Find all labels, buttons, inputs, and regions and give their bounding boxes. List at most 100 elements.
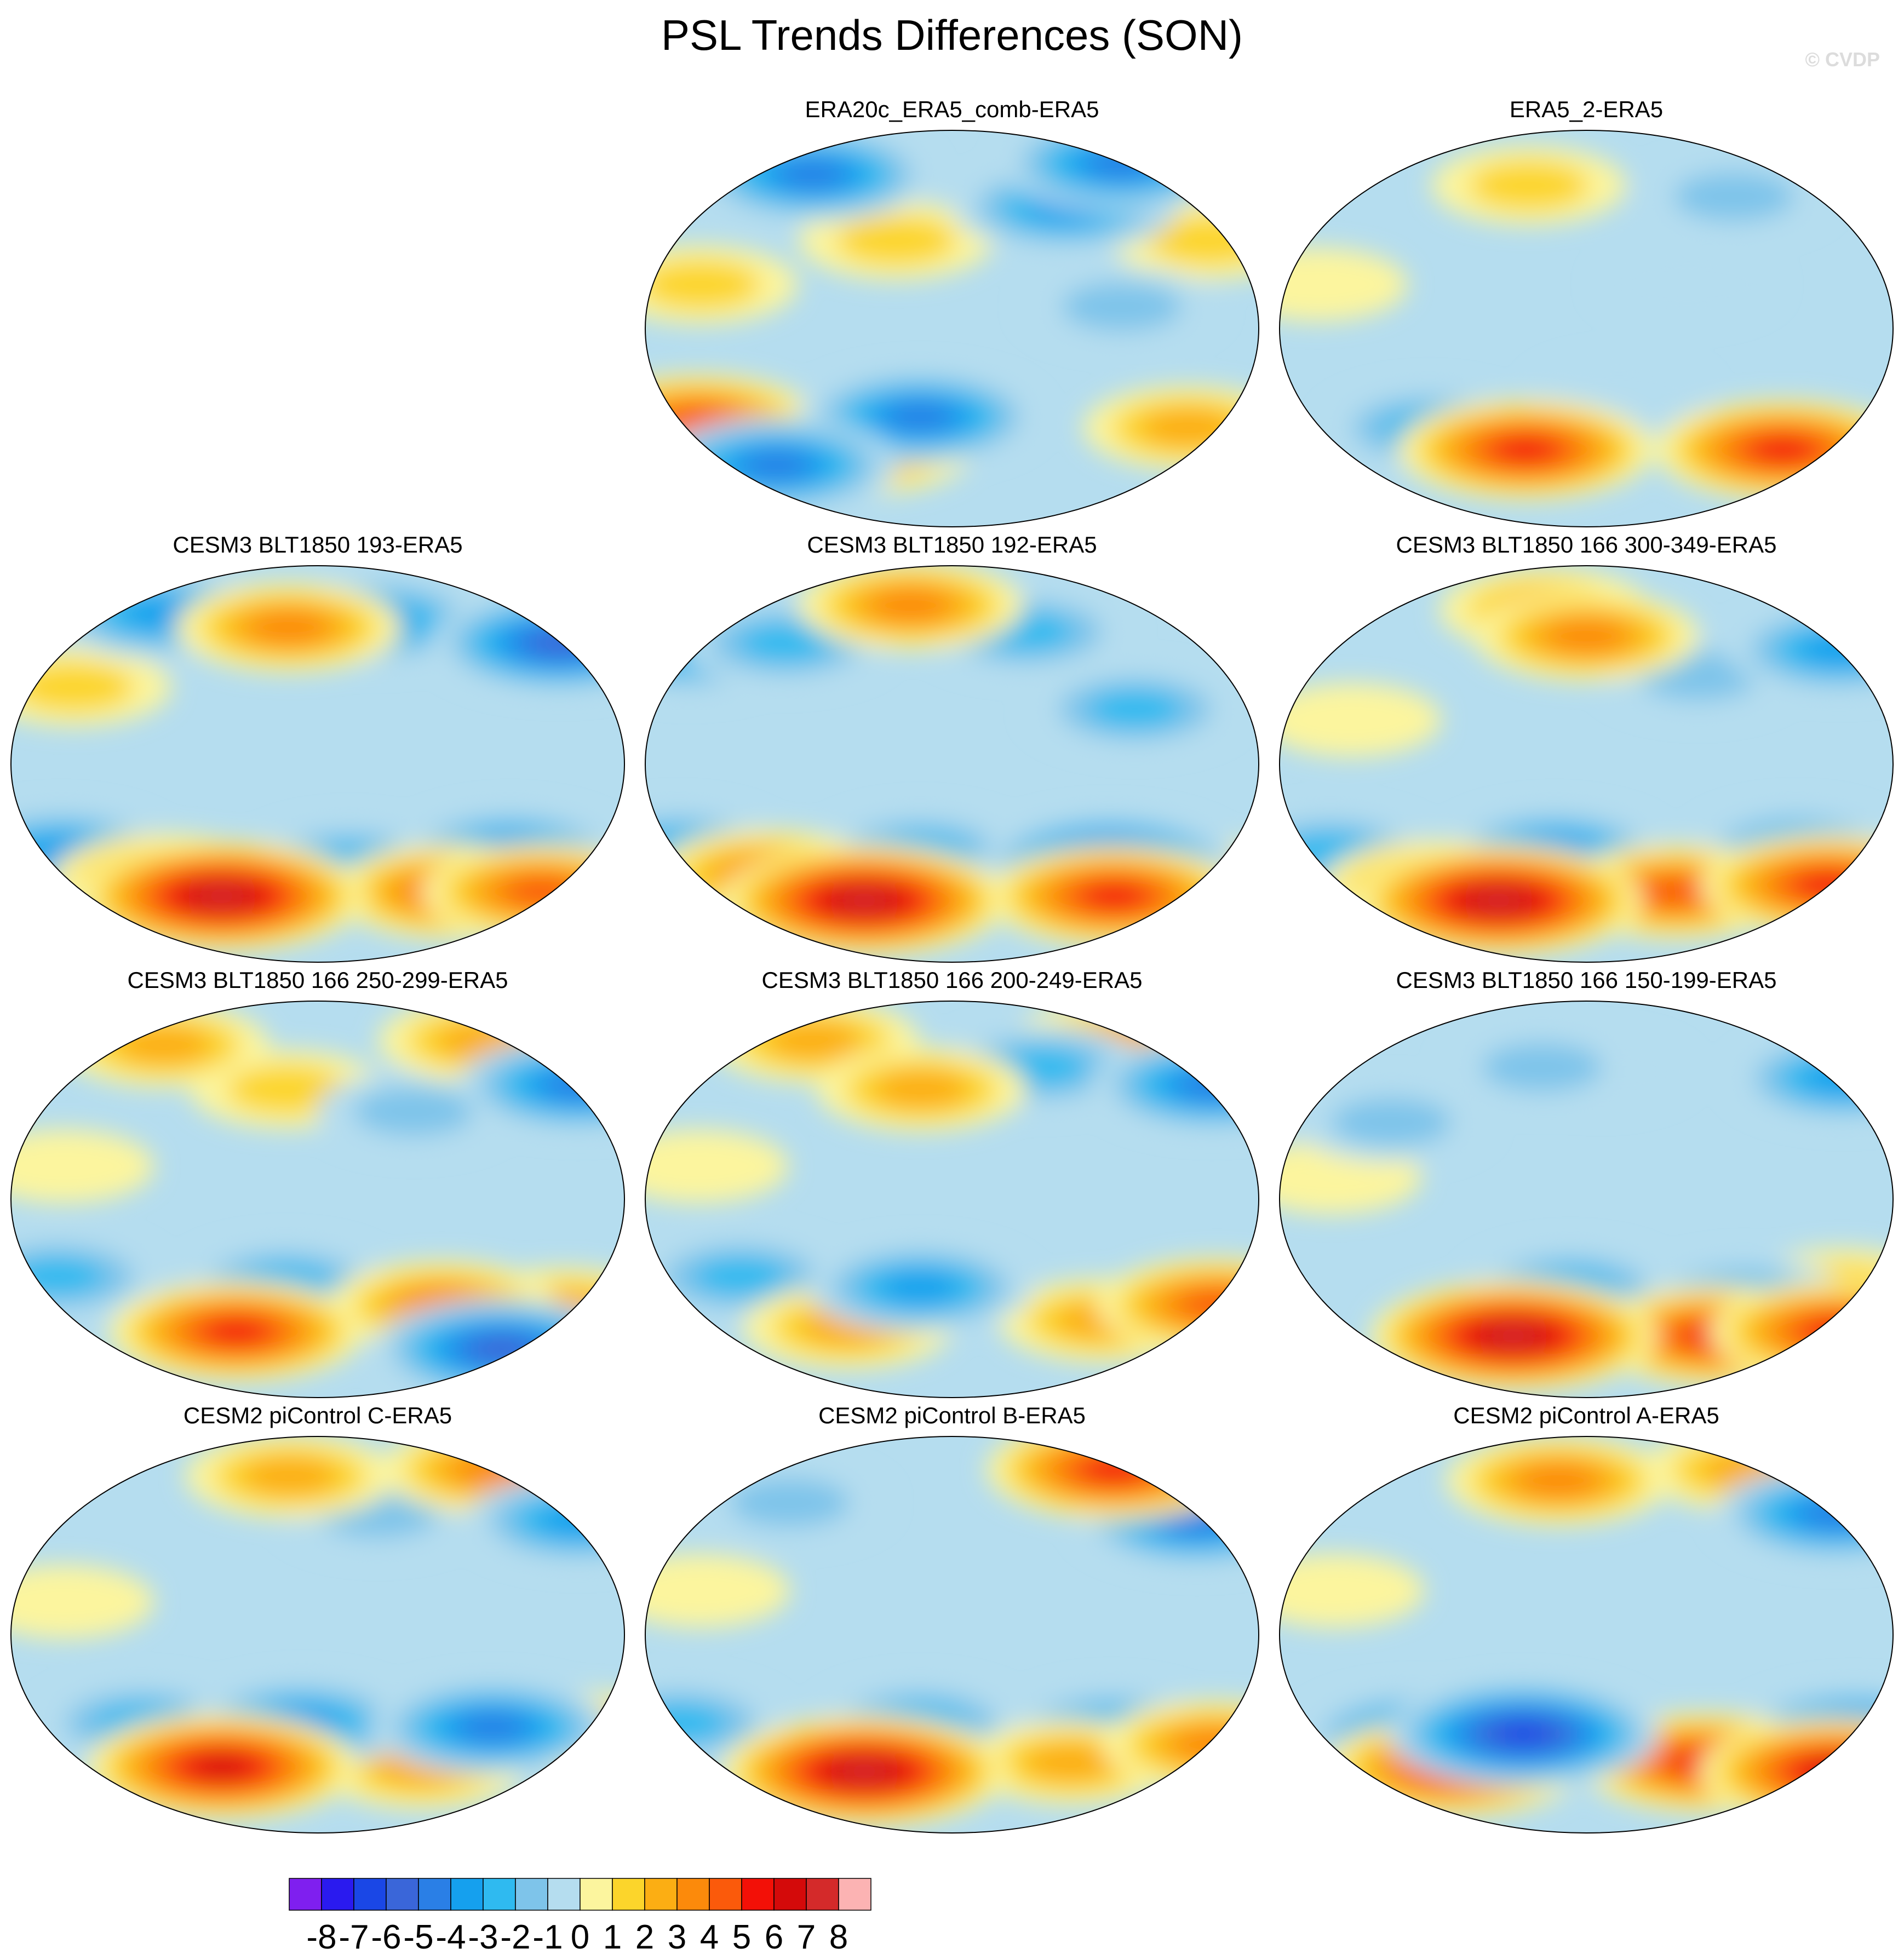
map-panel: CESM3 BLT1850 192-ERA5 bbox=[640, 528, 1264, 967]
map-svg bbox=[10, 565, 625, 963]
trend-contour bbox=[1797, 872, 1860, 898]
trend-contour bbox=[117, 1026, 211, 1064]
map-border bbox=[10, 565, 625, 963]
map-panel: CESM3 BLT1850 193-ERA5 bbox=[5, 528, 630, 967]
trend-contour bbox=[693, 1257, 788, 1295]
trend-contour bbox=[11, 1257, 105, 1295]
colorbar-tick-label: 8 bbox=[829, 1918, 848, 1956]
trend-contour bbox=[1469, 161, 1589, 210]
colorbar-tick-label: -8 bbox=[306, 1918, 336, 1956]
colorbar-box bbox=[353, 1878, 387, 1911]
trend-contour bbox=[1482, 1043, 1602, 1091]
colorbar-box bbox=[483, 1878, 516, 1911]
trend-contour bbox=[458, 1714, 527, 1741]
map-border bbox=[1279, 1001, 1894, 1398]
colorbar-tick-label: -4 bbox=[435, 1918, 466, 1956]
map-svg bbox=[645, 1001, 1259, 1398]
colorbar-tick-label: 2 bbox=[635, 1918, 654, 1956]
map-panel: CESM2 piControl B-ERA5 bbox=[640, 1399, 1264, 1837]
map-border bbox=[10, 1001, 625, 1398]
colorbar-box bbox=[838, 1878, 871, 1911]
trend-contour bbox=[1331, 1097, 1452, 1147]
map-border bbox=[1279, 130, 1894, 527]
colorbar-box bbox=[773, 1878, 807, 1911]
trend-contour bbox=[1280, 683, 1442, 757]
panel-title: ERA5_2-ERA5 bbox=[1509, 96, 1664, 122]
map-panel: CESM2 piControl A-ERA5 bbox=[1274, 1399, 1899, 1837]
trend-contour bbox=[742, 451, 811, 479]
colorbar-tick-label: 7 bbox=[797, 1918, 816, 1956]
trend-contour bbox=[1141, 409, 1235, 447]
colorbar-box bbox=[289, 1878, 322, 1911]
trend-contour bbox=[838, 1761, 891, 1782]
map-svg bbox=[1279, 130, 1894, 527]
trend-contour bbox=[1799, 634, 1879, 665]
trend-contour bbox=[1024, 1744, 1119, 1781]
map-svg bbox=[10, 1436, 625, 1833]
map-border bbox=[10, 1436, 625, 1833]
trend-contour bbox=[227, 1065, 347, 1114]
map-panel: CESM2 piControl C-ERA5 bbox=[5, 1399, 630, 1837]
watermark: © CVDP bbox=[1805, 48, 1880, 71]
colorbar-box bbox=[321, 1878, 354, 1911]
colorbar-tick-label: 3 bbox=[668, 1918, 686, 1956]
trend-contour bbox=[1486, 1325, 1540, 1347]
trend-contour bbox=[195, 886, 249, 907]
trend-contour bbox=[205, 1319, 268, 1344]
trend-contour bbox=[1519, 1464, 1598, 1496]
trend-contour bbox=[1801, 1499, 1871, 1527]
trend-contour bbox=[1156, 1062, 1259, 1107]
map-svg bbox=[645, 1436, 1259, 1833]
trend-contour bbox=[1280, 248, 1408, 321]
colorbar-box bbox=[515, 1878, 548, 1911]
trend-contour bbox=[1494, 437, 1557, 462]
trend-contour bbox=[1806, 1760, 1863, 1783]
colorbar-svg: -8 -7 -6 -5 -4 -3 -2 -1 0 1 2 3 4 5 6 7 8 bbox=[289, 1878, 871, 1956]
trend-contour bbox=[778, 160, 847, 188]
map-panel: CESM3 BLT1850 166 250-299-ERA5 bbox=[5, 964, 630, 1402]
map-svg bbox=[10, 1001, 625, 1398]
map-svg bbox=[1279, 565, 1894, 963]
trend-contour bbox=[353, 1087, 474, 1136]
trend-contour bbox=[1175, 1729, 1254, 1761]
colorbar-box bbox=[644, 1878, 678, 1911]
panel-title: CESM2 piControl C-ERA5 bbox=[183, 1403, 452, 1428]
trend-contour bbox=[1547, 620, 1626, 652]
map-panel: ERA5_2-ERA5 bbox=[1274, 93, 1899, 531]
map-border bbox=[645, 1001, 1259, 1398]
panel-title: CESM3 BLT1850 193-ERA5 bbox=[173, 532, 463, 557]
trend-contour bbox=[454, 1453, 533, 1485]
panel-title: CESM3 BLT1850 166 250-299-ERA5 bbox=[127, 967, 508, 993]
map-panel: CESM3 BLT1850 166 300-349-ERA5 bbox=[1274, 528, 1899, 967]
trend-contour bbox=[739, 624, 833, 662]
trend-contour bbox=[1786, 1312, 1888, 1352]
trend-contour bbox=[838, 890, 891, 911]
colorbar-tick-label: -2 bbox=[500, 1918, 530, 1956]
colorbar-tick-label: 5 bbox=[732, 1918, 751, 1956]
trend-contour bbox=[507, 878, 576, 906]
colorbar-tick-label: -1 bbox=[532, 1918, 563, 1956]
trend-contour bbox=[1673, 172, 1794, 221]
map-panel: CESM3 BLT1850 166 150-199-ERA5 bbox=[1274, 964, 1899, 1402]
trend-contour bbox=[885, 403, 955, 430]
panel-title: CESM2 piControl A-ERA5 bbox=[1453, 1403, 1719, 1428]
trend-contour bbox=[1641, 878, 1711, 906]
map-border bbox=[1279, 565, 1894, 963]
trend-contour bbox=[1083, 1457, 1145, 1482]
trend-contour bbox=[14, 662, 134, 711]
trend-contour bbox=[538, 1504, 618, 1536]
panel-title: CESM2 piControl B-ERA5 bbox=[818, 1403, 1086, 1428]
trend-contour bbox=[528, 630, 591, 656]
trend-contour bbox=[836, 216, 956, 265]
trend-contour bbox=[730, 1478, 850, 1527]
page-title: PSL Trends Differences (SON) bbox=[661, 11, 1243, 59]
trend-contour bbox=[1062, 282, 1182, 331]
colorbar-box bbox=[676, 1878, 710, 1911]
colorbar-box bbox=[418, 1878, 451, 1911]
colorbar-box bbox=[547, 1878, 581, 1911]
trend-contour bbox=[243, 1457, 337, 1495]
trend-contour bbox=[193, 1755, 251, 1778]
trend-contour bbox=[1597, 248, 1777, 321]
colorbar-box bbox=[612, 1878, 645, 1911]
colorbar-box bbox=[580, 1878, 613, 1911]
